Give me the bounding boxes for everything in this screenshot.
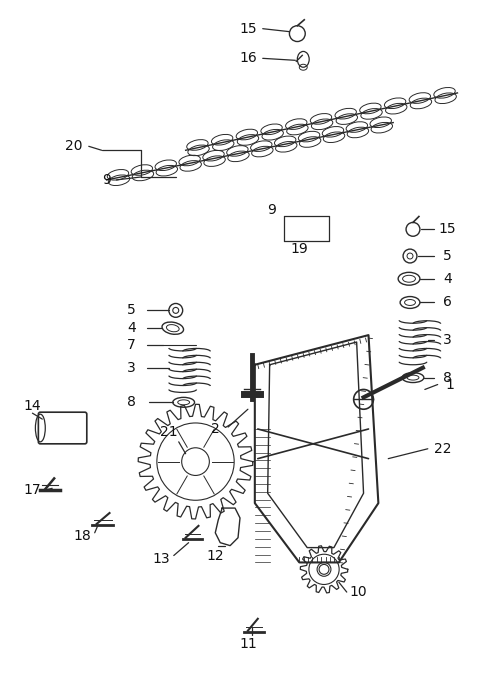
Text: 16: 16 (239, 52, 257, 65)
Text: 15: 15 (439, 223, 456, 236)
Text: 7: 7 (127, 338, 136, 352)
Text: 13: 13 (152, 552, 170, 567)
Text: 22: 22 (434, 442, 451, 455)
Text: 19: 19 (290, 242, 308, 256)
Text: 2: 2 (211, 422, 220, 436)
Text: 4: 4 (127, 322, 136, 335)
Text: 4: 4 (443, 272, 452, 286)
Text: 1: 1 (445, 378, 454, 392)
Text: 11: 11 (239, 638, 257, 651)
Text: 9: 9 (267, 203, 276, 216)
Text: 3: 3 (443, 333, 452, 347)
Text: 12: 12 (206, 548, 224, 563)
Text: 21: 21 (160, 425, 178, 439)
Text: 8: 8 (127, 395, 136, 409)
Text: 14: 14 (24, 399, 41, 414)
Text: 10: 10 (350, 585, 367, 599)
Text: 5: 5 (127, 304, 136, 317)
Text: 20: 20 (65, 139, 83, 153)
Text: 17: 17 (24, 483, 41, 497)
Text: 3: 3 (127, 361, 136, 374)
Text: 5: 5 (443, 249, 452, 263)
Text: 6: 6 (443, 295, 452, 309)
Text: 8: 8 (443, 370, 452, 385)
Text: 15: 15 (239, 22, 257, 36)
Text: 9: 9 (102, 173, 111, 187)
Text: 18: 18 (73, 529, 91, 543)
